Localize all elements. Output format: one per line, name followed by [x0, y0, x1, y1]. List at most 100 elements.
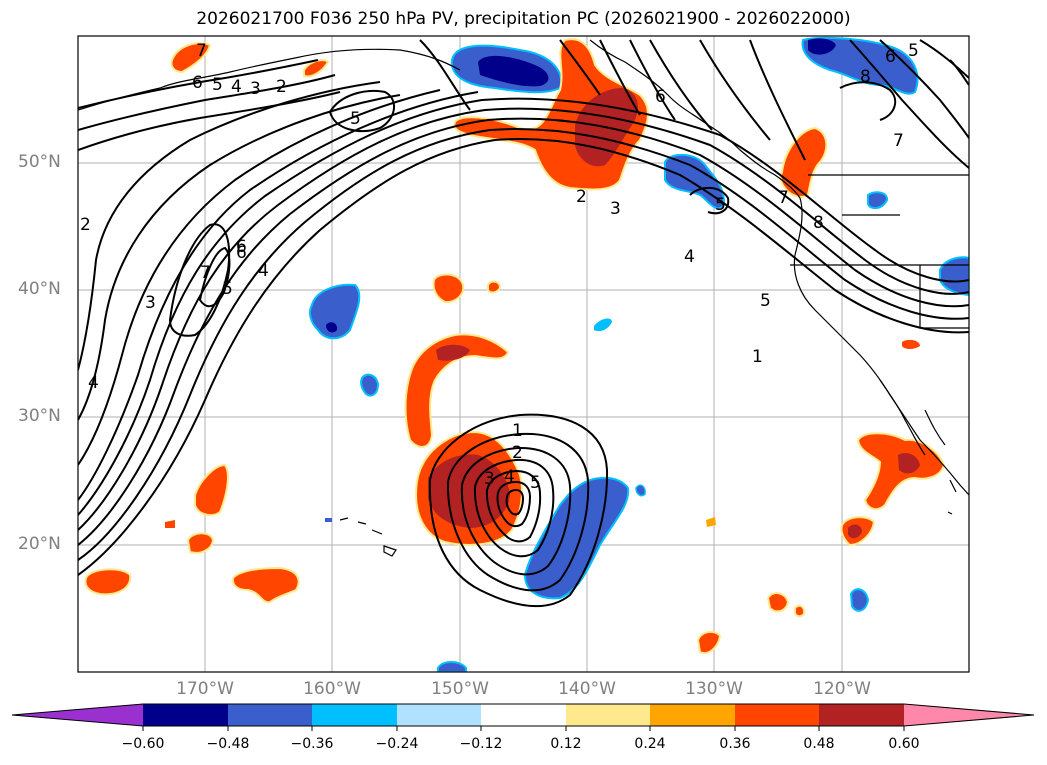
baja	[924, 409, 957, 493]
map-frame	[77, 35, 970, 673]
map-title: 2026021700 F036 250 hPa PV, precipitatio…	[196, 9, 851, 29]
precip-pos-w4	[231, 566, 300, 604]
precip-neg-ne	[801, 36, 919, 95]
lon-label-160w: 160°W	[303, 679, 361, 699]
contour-label: 6	[236, 243, 247, 263]
contour-label: 7	[196, 41, 207, 61]
contour-label: 5	[350, 109, 361, 129]
hawaii	[339, 517, 397, 557]
contour-label: 5	[760, 291, 771, 311]
pv-contours	[78, 39, 969, 608]
contour-label: 4	[504, 467, 515, 487]
contour-label: 3	[484, 469, 495, 489]
contour-label: 5	[908, 41, 919, 61]
precip-pos-se2-core	[848, 524, 862, 539]
lat-label-30n: 30°N	[18, 406, 61, 426]
colorbar-tick-label: −0.24	[375, 736, 419, 752]
contour-label: 2	[576, 187, 587, 207]
colorbar-tick-label: −0.48	[206, 736, 250, 752]
contour-label: 4	[231, 77, 242, 97]
colorbar-tick-label: 0.12	[550, 736, 582, 752]
precip-pos-nw2	[303, 59, 330, 78]
colorbar-tick-label: 0.60	[888, 736, 920, 752]
precip-neg-40n	[309, 283, 361, 340]
contour-label: 1	[512, 421, 523, 441]
se-island	[947, 511, 953, 515]
lon-label-150w: 150°W	[431, 679, 489, 699]
precip-neg-coast	[867, 191, 888, 210]
precip-neg-east	[939, 256, 969, 297]
colorbar-segment	[735, 704, 819, 726]
contour-label: 7	[893, 131, 904, 151]
precip-pos-w3	[84, 568, 132, 596]
colorbar-segment	[819, 704, 904, 726]
contour-label: 2	[276, 77, 287, 97]
lon-label-120w: 120°W	[813, 679, 871, 699]
contour-label: 8	[860, 67, 871, 87]
precip-pos-arc	[404, 333, 510, 448]
colorbar-segment	[566, 704, 650, 726]
colorbar-tick-label: 0.48	[803, 736, 835, 752]
precip-neg-small3	[635, 484, 646, 497]
contour-label: 3	[610, 199, 621, 219]
contour-label: 1	[752, 347, 763, 367]
state-borders	[790, 174, 969, 329]
precip-neg-small2	[594, 318, 612, 332]
colorbar	[11, 703, 1035, 731]
contour-label: 2	[80, 215, 91, 235]
lat-label-50n: 50°N	[18, 152, 61, 172]
precip-neg-small4	[849, 588, 870, 612]
colorbar-tick-label: −0.36	[290, 736, 334, 752]
contour-label: 8	[813, 213, 824, 233]
colorbar-tick-label: −0.12	[459, 736, 503, 752]
precip-neg-bottom	[437, 661, 467, 672]
precip-neg-40n-core	[326, 322, 338, 333]
precip-pos-se-core	[898, 453, 920, 474]
precip-neg-small1	[360, 373, 380, 397]
colorbar-segment	[397, 704, 481, 726]
precip-pos-s1	[766, 592, 790, 613]
contour-label: 6	[885, 47, 896, 67]
lat-label-40n: 40°N	[18, 279, 61, 299]
precip-neg-ne-core	[808, 38, 836, 55]
contour-label: 3	[145, 293, 156, 313]
contour-label: 6	[192, 73, 203, 93]
contour-label: 7	[200, 263, 211, 283]
precip-pos-w1	[194, 463, 229, 517]
colorbar-segment	[228, 704, 312, 726]
precip-pos-coast	[779, 126, 828, 198]
contour-label: 7	[778, 188, 789, 208]
contour-label: 2	[512, 443, 523, 463]
lon-label-170w: 170°W	[176, 679, 234, 699]
precip-pos-small1	[432, 273, 465, 304]
colorbar-segment	[312, 704, 397, 726]
contour-label: 5	[212, 75, 223, 95]
precip-pos-w5	[165, 520, 175, 528]
colorbar-tick-label: 0.36	[719, 736, 751, 752]
contour-label: 3	[250, 79, 261, 99]
contour-label: 5	[530, 473, 541, 493]
precip-negative-areas	[309, 36, 969, 672]
precip-neg-main	[523, 476, 630, 600]
contour-label: 4	[88, 373, 99, 393]
lon-label-130w: 130°W	[685, 679, 743, 699]
precip-neg-gulf-core	[478, 55, 549, 87]
colorbar-tick-label: 0.24	[634, 736, 666, 752]
contour-label: 6	[655, 87, 666, 107]
colorbar-segment	[143, 704, 228, 726]
precip-pos-nw	[170, 42, 212, 74]
colorbar-tick-label: −0.60	[121, 736, 165, 752]
contour-label: 4	[258, 261, 269, 281]
coastlines	[78, 39, 969, 557]
precip-pos-s3	[696, 630, 722, 654]
contour-label: 5	[715, 195, 726, 215]
contour-label: 4	[684, 247, 695, 267]
lon-label-140w: 140°W	[558, 679, 616, 699]
precip-pos-coast2	[902, 339, 920, 349]
precip-pos-w2	[186, 532, 215, 554]
contour-label: 5	[222, 279, 233, 299]
precip-pos-arc-core	[436, 344, 470, 361]
colorbar-extend-left	[12, 704, 143, 726]
